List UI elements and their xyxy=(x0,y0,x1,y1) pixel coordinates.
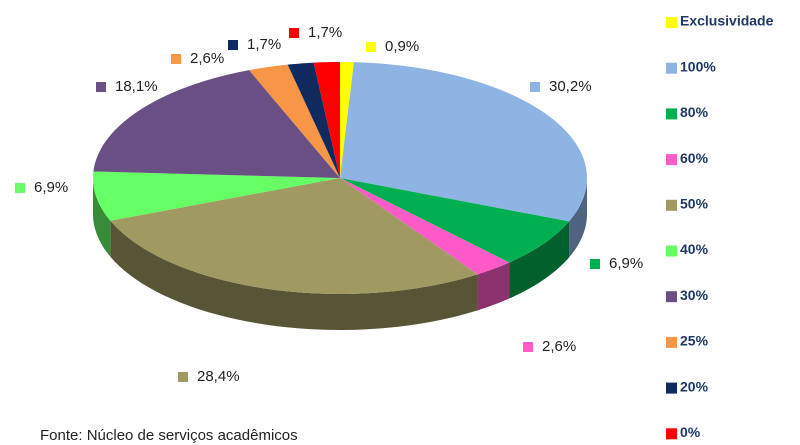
legend-swatch xyxy=(666,154,677,166)
legend-swatch xyxy=(666,62,677,74)
slice xyxy=(110,178,478,294)
slice-side xyxy=(477,262,510,311)
slice xyxy=(340,178,570,263)
legend-label: 30% xyxy=(680,287,709,303)
legend-label: 40% xyxy=(680,241,709,257)
legend-swatch xyxy=(666,336,677,348)
legend-label: 60% xyxy=(680,150,709,166)
label-swatch xyxy=(96,82,106,92)
data-label: 2,6% xyxy=(542,338,576,355)
legend-swatch xyxy=(666,428,677,440)
data-label: 2,6% xyxy=(190,50,224,67)
slice xyxy=(340,62,354,178)
legend-label: 50% xyxy=(680,196,709,212)
slice xyxy=(340,178,510,275)
slice xyxy=(287,62,340,178)
label-swatch xyxy=(15,183,25,193)
label-swatch xyxy=(590,259,600,269)
legend-swatch xyxy=(666,245,677,257)
label-swatch xyxy=(523,342,533,352)
data-label: 18,1% xyxy=(115,78,158,95)
slice-side xyxy=(569,178,587,258)
slice xyxy=(93,70,341,178)
data-label: 6,9% xyxy=(609,255,643,272)
slice-side xyxy=(110,220,478,330)
slice xyxy=(340,62,587,222)
data-label: 1,7% xyxy=(308,24,342,41)
label-swatch xyxy=(530,82,540,92)
slice xyxy=(313,62,340,178)
data-label: 6,9% xyxy=(34,179,68,196)
legend-swatch xyxy=(666,108,677,120)
legend-swatch xyxy=(666,291,677,303)
legend-label: 20% xyxy=(680,378,709,394)
data-label: 28,4% xyxy=(197,368,240,385)
slice xyxy=(249,64,340,178)
slice-side xyxy=(93,178,111,257)
legend-swatch xyxy=(666,382,677,394)
source-note: Fonte: Núcleo de serviços acadêmicos xyxy=(40,427,298,444)
legend-swatch xyxy=(666,17,677,28)
legend-label: 0% xyxy=(680,424,701,440)
label-swatch xyxy=(366,42,376,52)
label-swatch xyxy=(289,28,299,38)
legend-label: Exclusividade xyxy=(680,13,774,29)
label-swatch xyxy=(228,40,238,50)
legend-label: 100% xyxy=(680,58,716,74)
legend-label: 25% xyxy=(680,333,709,349)
label-swatch xyxy=(178,372,188,382)
legend-swatch xyxy=(666,199,677,211)
data-label: 1,7% xyxy=(247,36,281,53)
data-label: 0,9% xyxy=(385,38,419,55)
legend-label: 80% xyxy=(680,104,709,120)
data-label: 30,2% xyxy=(549,78,592,95)
slice-side xyxy=(509,221,570,299)
label-swatch xyxy=(171,54,181,64)
slice xyxy=(93,171,340,221)
